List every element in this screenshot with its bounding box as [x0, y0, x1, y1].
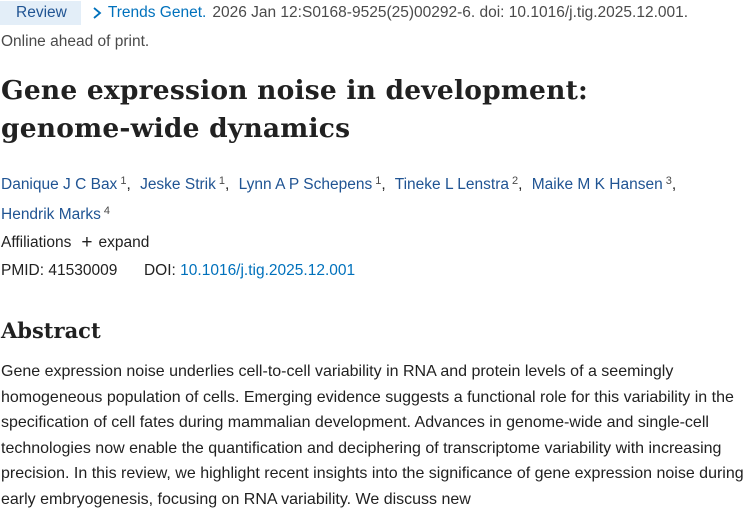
author-item: Maike M K Hansen 3,	[531, 175, 681, 193]
author-separator: ,	[225, 176, 230, 193]
author-item: Tineke L Lenstra 2,	[394, 175, 528, 193]
doi-link[interactable]: 10.1016/j.tig.2025.12.001	[180, 262, 356, 279]
citation-bar: Review Trends Genet. 2026 Jan 12:S0168-9…	[0, 1, 689, 25]
author-list: Danique J C Bax 1, Jeske Strik 1, Lynn A P…	[1, 168, 741, 228]
affiliations-toggle[interactable]: Affiliations + expand	[1, 232, 150, 253]
author-link[interactable]: Jeske Strik	[140, 176, 216, 193]
author-item: Hendrik Marks 4	[1, 205, 111, 223]
chevron-right-icon[interactable]	[91, 6, 104, 20]
author-item: Jeske Strik 1,	[140, 175, 234, 193]
author-separator: ,	[381, 176, 386, 193]
author-link[interactable]: Danique J C Bax	[1, 176, 118, 193]
author-link[interactable]: Tineke L Lenstra	[394, 176, 509, 193]
pmid-label: PMID:	[1, 262, 45, 279]
author-link[interactable]: Hendrik Marks	[1, 206, 101, 223]
affiliation-ref[interactable]: 1	[120, 175, 127, 187]
article-title: Gene expression noise in development: ge…	[1, 75, 589, 144]
plus-icon[interactable]: +	[81, 232, 93, 253]
affiliation-ref[interactable]: 1	[375, 175, 382, 187]
doi-label: DOI:	[143, 262, 176, 279]
affiliation-ref[interactable]: 1	[218, 175, 225, 187]
author-link[interactable]: Maike M K Hansen	[531, 176, 663, 193]
affiliations-label: Affiliations	[1, 234, 72, 251]
abstract-text: Gene expression noise underlies cell-to-…	[1, 363, 744, 508]
article-identifiers: PMID: 41530009 DOI: 10.1016/j.tig.2025.1…	[1, 262, 355, 280]
author-item: Danique J C Bax 1,	[1, 175, 136, 193]
citation-text: 2026 Jan 12:S0168-9525(25)00292-6. doi: …	[212, 4, 689, 21]
author-separator: ,	[518, 176, 523, 193]
author-separator: ,	[126, 176, 131, 193]
affiliation-ref[interactable]: 4	[103, 205, 111, 217]
pmid-value: 41530009	[48, 262, 118, 279]
publication-status: Online ahead of print.	[1, 33, 150, 50]
affiliation-ref[interactable]: 3	[665, 175, 672, 187]
expand-button[interactable]: expand	[98, 234, 150, 251]
author-link[interactable]: Lynn A P Schepens	[238, 176, 373, 193]
author-separator: ,	[671, 176, 677, 193]
author-item: Lynn A P Schepens 1,	[238, 175, 391, 193]
review-badge: Review	[0, 1, 81, 25]
abstract-heading: Abstract	[1, 318, 101, 343]
affiliation-ref[interactable]: 2	[512, 175, 519, 187]
journal-link[interactable]: Trends Genet.	[107, 4, 207, 21]
